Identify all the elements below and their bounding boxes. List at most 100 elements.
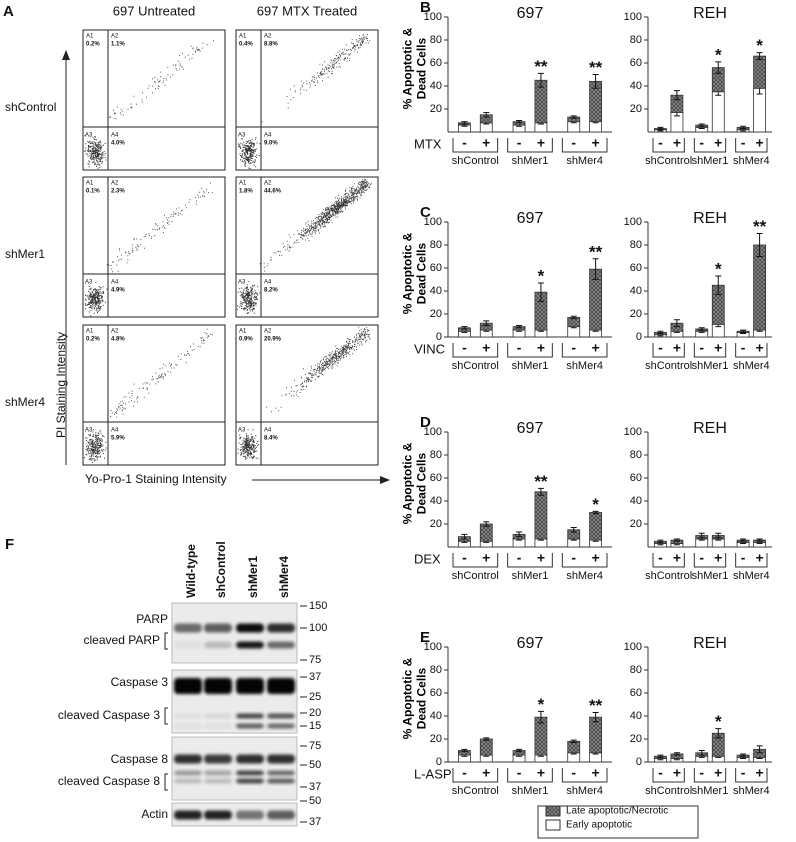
- y-tick-label: 20: [430, 518, 442, 530]
- panel-label: C: [420, 204, 431, 221]
- marker-label: 75: [309, 654, 321, 666]
- y-tick-label: 80: [430, 239, 442, 251]
- chart-title: REH: [693, 420, 727, 437]
- band: [236, 678, 264, 694]
- band: [267, 641, 295, 649]
- flow-plot-frame: [235, 324, 379, 466]
- y-axis-label-box: % Apoptotic & Dead Cells: [400, 233, 428, 315]
- band-label: PARP: [136, 612, 168, 626]
- y-tick-label: 0: [436, 331, 442, 343]
- x-tick-label: +: [714, 550, 722, 566]
- y-tick-label: 20: [430, 308, 442, 320]
- error-bar: [592, 258, 599, 280]
- error-bar: [673, 752, 680, 756]
- y-tick-label: 60: [430, 472, 442, 484]
- x-tick-label: +: [592, 550, 600, 566]
- error-bar: [461, 326, 468, 330]
- x-tick-label: -: [699, 340, 704, 356]
- y-tick-label: 100: [624, 641, 642, 653]
- x-tick-label: +: [756, 550, 764, 566]
- quadrant-percent: 1.8%: [239, 189, 253, 195]
- y-axis-label: PI Staining Intensity: [54, 332, 68, 438]
- band: [267, 678, 295, 694]
- band: [267, 810, 295, 820]
- quadrant-label: A1: [239, 34, 247, 40]
- chart-title: 697: [517, 5, 544, 22]
- band: [174, 713, 202, 719]
- x-tick-label: +: [714, 340, 722, 356]
- group-label: shMer4: [566, 360, 603, 372]
- quadrant-percent: 8.8%: [264, 42, 278, 48]
- error-bar: [698, 327, 705, 331]
- band: [174, 641, 202, 649]
- x-tick-label: +: [673, 340, 681, 356]
- chart-title: REH: [693, 635, 727, 652]
- y-tick-label: 20: [630, 103, 642, 115]
- y-tick-label: 40: [630, 285, 642, 297]
- x-tick-label: -: [699, 135, 704, 151]
- error-bar: [657, 539, 664, 543]
- quadrant-label: A2: [111, 34, 119, 40]
- y-tick-label: 100: [424, 641, 442, 653]
- group-label: shMer4: [733, 570, 770, 582]
- marker-label: 37: [309, 816, 321, 828]
- legend-swatch: [545, 819, 561, 831]
- group-label: shControl: [645, 155, 692, 167]
- marker-label: 50: [309, 759, 321, 771]
- quadrant-label: A3: [238, 280, 246, 286]
- treatment-label: MTX: [414, 136, 442, 151]
- band: [204, 678, 232, 694]
- lane-label: shMer4: [277, 556, 291, 598]
- group-bracket: [561, 768, 608, 783]
- group-bracket: [652, 343, 685, 358]
- group-label: shControl: [452, 360, 499, 372]
- row-label: shMer4: [5, 395, 45, 409]
- x-tick-label: +: [537, 550, 545, 566]
- x-tick-label: +: [482, 135, 490, 151]
- group-label: shMer4: [733, 785, 770, 797]
- row-label: shMer1: [5, 247, 45, 261]
- y-tick-label: 100: [424, 426, 442, 438]
- band: [236, 778, 264, 784]
- bracket: [164, 632, 168, 650]
- chart-title: REH: [693, 210, 727, 227]
- quadrant-percent: 2.3%: [111, 189, 125, 195]
- error-bar: [740, 329, 747, 333]
- significance: *: [538, 695, 545, 714]
- group-label: shMer4: [566, 155, 603, 167]
- error-bar: [698, 750, 705, 756]
- x-tick-label: -: [699, 765, 704, 781]
- band: [174, 723, 202, 729]
- quadrant-percent: 5.9%: [111, 436, 125, 442]
- group-label: shMer1: [512, 570, 549, 582]
- error-bar: [570, 115, 577, 119]
- treatment-label: L-ASP: [414, 766, 452, 781]
- band: [174, 678, 202, 694]
- y-tick-label: 20: [630, 733, 642, 745]
- x-tick-label: +: [592, 765, 600, 781]
- x-tick-label: +: [673, 550, 681, 566]
- flow-plot-frame: [82, 176, 226, 318]
- y-axis-label: % Apoptotic & Dead Cells: [400, 442, 428, 525]
- quadrant-percent: 0.9%: [239, 337, 253, 343]
- band: [174, 778, 202, 784]
- x-tick-label: -: [658, 550, 663, 566]
- band-label: Actin: [141, 807, 168, 821]
- error-bar: [673, 319, 680, 328]
- band: [236, 723, 264, 729]
- band: [204, 713, 232, 719]
- group-bracket: [452, 138, 499, 153]
- error-bar: [483, 320, 490, 326]
- group-bracket: [507, 553, 553, 568]
- error-bar: [537, 710, 544, 724]
- row-label: shControl: [5, 100, 56, 114]
- x-tick-label: -: [462, 135, 467, 151]
- x-tick-label: -: [462, 765, 467, 781]
- x-tick-label: +: [537, 765, 545, 781]
- y-tick-label: 40: [630, 80, 642, 92]
- group-label: shMer1: [512, 785, 549, 797]
- error-bar: [537, 487, 544, 496]
- quadrant-percent: 8.4%: [264, 436, 278, 442]
- error-bar: [516, 120, 523, 124]
- group-bracket: [507, 138, 553, 153]
